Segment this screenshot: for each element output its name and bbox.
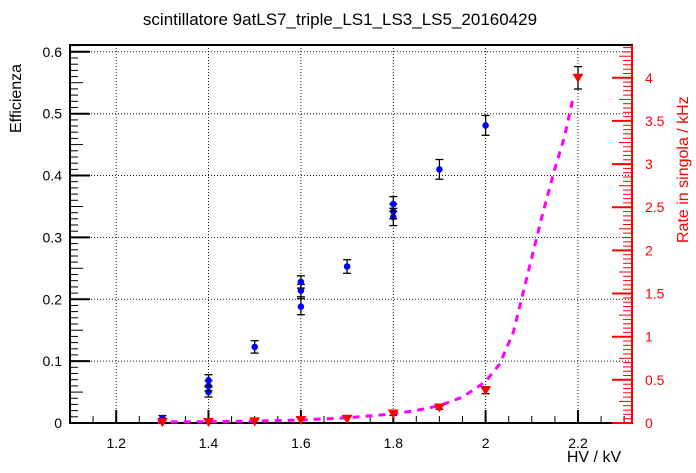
- svg-text:0.2: 0.2: [43, 291, 63, 307]
- svg-text:2.2: 2.2: [568, 435, 588, 451]
- svg-text:0.5: 0.5: [645, 372, 665, 388]
- svg-text:1.6: 1.6: [291, 435, 311, 451]
- svg-text:0.5: 0.5: [43, 106, 63, 122]
- svg-text:1.4: 1.4: [199, 435, 219, 451]
- svg-text:1: 1: [645, 329, 653, 345]
- y-axis-left: 0 0.1 0.2 0.3 0.4 0.5 0.6: [43, 44, 90, 431]
- svg-text:1.8: 1.8: [384, 435, 404, 451]
- svg-text:0.4: 0.4: [43, 168, 63, 184]
- svg-text:0: 0: [645, 415, 653, 431]
- svg-text:1.5: 1.5: [645, 286, 665, 302]
- y-axis-title-left: Efficienza: [8, 64, 25, 133]
- y-axis-title-right: Rate in singola / kHz: [675, 96, 692, 243]
- svg-text:0.6: 0.6: [43, 44, 63, 60]
- svg-text:3.5: 3.5: [645, 113, 665, 129]
- svg-text:0: 0: [54, 415, 62, 431]
- rate-points: [156, 65, 584, 428]
- plot-area: 1.2 1.4 1.6 1.8 2 2.2 0 0.1 0.2 0.3 0.4 0.5 0.6 0 0.5 1…: [43, 44, 665, 451]
- svg-text:0.3: 0.3: [43, 229, 63, 245]
- svg-text:1.2: 1.2: [106, 435, 126, 451]
- efficiency-points: [158, 114, 490, 422]
- chart-title: scintillatore 9atLS7_triple_LS1_LS3_LS5_…: [143, 10, 537, 29]
- plot-frame: [69, 44, 633, 424]
- svg-text:2: 2: [645, 242, 653, 258]
- svg-text:4: 4: [645, 70, 653, 86]
- x-axis-title: HV / kV: [567, 449, 622, 466]
- gridlines: [70, 45, 632, 423]
- svg-text:0.1: 0.1: [43, 353, 63, 369]
- svg-text:2.5: 2.5: [645, 199, 665, 215]
- y-axis-right: 0 0.5 1 1.5 2 2.5 3 3.5 4: [612, 45, 665, 431]
- svg-text:2: 2: [482, 435, 490, 451]
- svg-text:3: 3: [645, 156, 653, 172]
- fit-curve: [157, 96, 575, 424]
